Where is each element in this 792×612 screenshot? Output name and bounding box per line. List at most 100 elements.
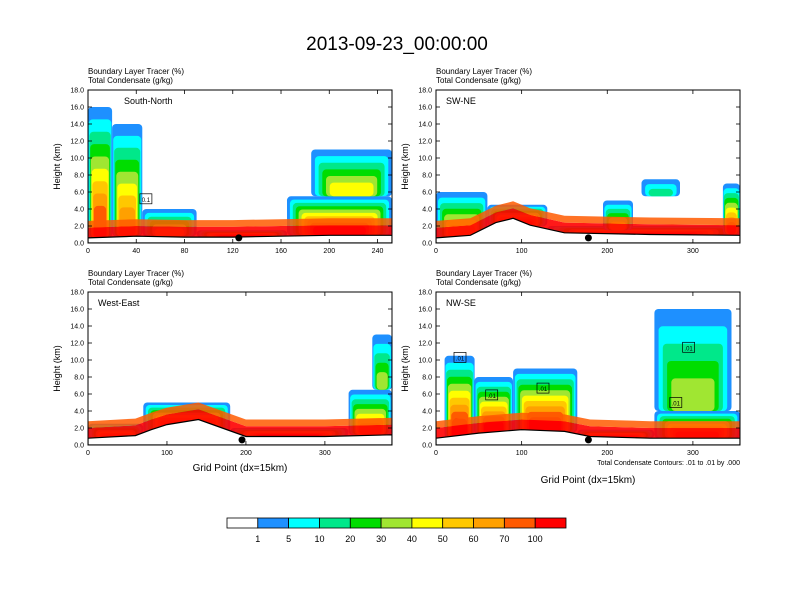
colorbar-label: 20: [345, 534, 355, 544]
y-tick-label: 2.0: [422, 426, 432, 433]
y-tick-label: 10.0: [418, 156, 432, 163]
chart-panel-2: 0 100 200 300 0.0 2.0 4.0 6.0 8.0 10.0 12.0 14.0 16.…: [400, 67, 741, 255]
y-tick-label: 6.0: [74, 392, 84, 399]
y-axis-label: Height (km): [400, 345, 410, 392]
colorbar-box: [288, 517, 320, 529]
colorbar-label: 1: [255, 534, 260, 544]
y-tick-label: 8.0: [422, 173, 432, 180]
contour-label-box: [139, 193, 153, 205]
colorbar-label: 70: [499, 534, 509, 544]
colorbar-box: [349, 517, 382, 529]
y-tick-label: 8.0: [422, 375, 432, 382]
y-tick-label: 4.0: [74, 207, 84, 214]
y-axis-label: Height (km): [52, 143, 62, 190]
y-tick-label: 14.0: [70, 324, 84, 331]
panel-title-line: Boundary Layer Tracer (%): [436, 67, 532, 76]
panel-label: South-North: [124, 96, 173, 106]
y-tick-label: 8.0: [74, 173, 84, 180]
plot-frame: [87, 89, 393, 244]
contour-label-box: [669, 397, 683, 408]
colorbar-box: [473, 517, 505, 529]
contour-label: .01: [456, 356, 465, 362]
contour-label-box: [682, 341, 695, 353]
contour-label: 0.1: [142, 198, 151, 204]
y-tick-label: 8.0: [74, 375, 84, 382]
y-tick-label: 4.0: [422, 207, 432, 214]
panel-title-line: Boundary Layer Tracer (%): [88, 269, 184, 278]
panel-label: West-East: [98, 298, 140, 308]
y-tick-label: 6.0: [74, 190, 84, 197]
colorbar-box: [503, 517, 536, 529]
contour-label: .01: [684, 346, 693, 352]
plot-frame: [435, 89, 741, 244]
y-tick-label: 4.0: [422, 409, 432, 416]
boundary-layer-upper: [436, 201, 740, 228]
x-tick-label: 0: [86, 450, 90, 457]
x-tick-label: 0: [434, 450, 438, 457]
colorbar-box: [257, 517, 289, 529]
location-marker: [584, 436, 592, 444]
panel-title-line: Total Condensate (g/kg): [436, 278, 521, 287]
contour-label: .01: [488, 394, 497, 400]
x-axis-label: Grid Point (dx=15km): [193, 463, 288, 474]
plot-frame: [87, 291, 393, 446]
panel-label: SW-NE: [446, 96, 476, 106]
tracer-band: [376, 372, 388, 390]
y-tick-label: 12.0: [70, 139, 84, 146]
colorbar-label: 5: [286, 534, 291, 544]
panel-title-line: Total Condensate (g/kg): [88, 278, 173, 287]
location-marker: [584, 234, 592, 242]
panel-title-line: Total Condensate (g/kg): [88, 76, 173, 85]
plot-frame: [435, 291, 741, 446]
x-tick-label: 200: [601, 248, 613, 255]
chart-panel-1: 0.1 0 40 80 120 160 200 240 0.0 2.0 4.0 6.0 8.0 10.0 1…: [52, 67, 393, 255]
boundary-layer-upper: [88, 402, 392, 428]
y-tick-label: 14.0: [70, 122, 84, 129]
y-tick-label: 2.0: [74, 426, 84, 433]
y-tick-label: 0.0: [422, 241, 432, 248]
y-tick-label: 18.0: [70, 88, 84, 95]
x-tick-label: 120: [227, 248, 239, 255]
panel-title-line: Boundary Layer Tracer (%): [88, 67, 184, 76]
y-tick-label: 6.0: [422, 190, 432, 197]
panel-title-line: Boundary Layer Tracer (%): [436, 269, 532, 278]
x-tick-label: 300: [687, 450, 699, 457]
y-tick-label: 0.0: [74, 443, 84, 450]
y-tick-label: 14.0: [418, 324, 432, 331]
x-tick-label: 80: [181, 248, 189, 255]
boundary-layer-upper: [436, 412, 740, 428]
page-title: 2013-09-23_00:00:00: [306, 34, 488, 55]
contour-label-box: [536, 382, 550, 394]
contour-label: .01: [672, 402, 681, 408]
y-axis-label: Height (km): [400, 143, 410, 190]
colorbar-label: 30: [376, 534, 386, 544]
plot-content: 0.1: [88, 107, 392, 243]
tracer-band: [648, 188, 673, 197]
colorbar-box: [442, 517, 474, 529]
colorbar-label: 100: [528, 534, 543, 544]
contour-label-box: [453, 352, 467, 363]
chart-panel-3: 0 100 200 300 0.0 2.0 4.0 6.0 8.0 10.0 12.0 14.0 16.…: [52, 269, 393, 474]
x-tick-label: 300: [319, 450, 331, 457]
colorbar: 1 5 10 20 30 40 50 60 70 100: [226, 517, 567, 544]
x-tick-label: 300: [687, 248, 699, 255]
y-tick-label: 6.0: [422, 392, 432, 399]
y-axis-label: Height (km): [52, 345, 62, 392]
x-tick-label: 200: [601, 450, 613, 457]
y-tick-label: 10.0: [418, 358, 432, 365]
terrain: [88, 418, 392, 445]
x-tick-label: 0: [434, 248, 438, 255]
x-tick-label: 100: [516, 450, 528, 457]
contour-label-box: [485, 389, 499, 401]
colorbar-label: 40: [407, 534, 417, 544]
x-tick-label: 200: [240, 450, 252, 457]
colorbar-box: [411, 517, 444, 529]
contour-footnote: Total Condensate Contours: .01 to .01 by…: [597, 460, 740, 467]
y-tick-label: 18.0: [70, 290, 84, 297]
panel-label: NW-SE: [446, 298, 476, 308]
colorbar-label: 10: [314, 534, 324, 544]
y-tick-label: 2.0: [74, 224, 84, 231]
plot-content: [436, 179, 740, 243]
y-tick-label: 10.0: [70, 156, 84, 163]
contour-label: .01: [539, 387, 548, 393]
